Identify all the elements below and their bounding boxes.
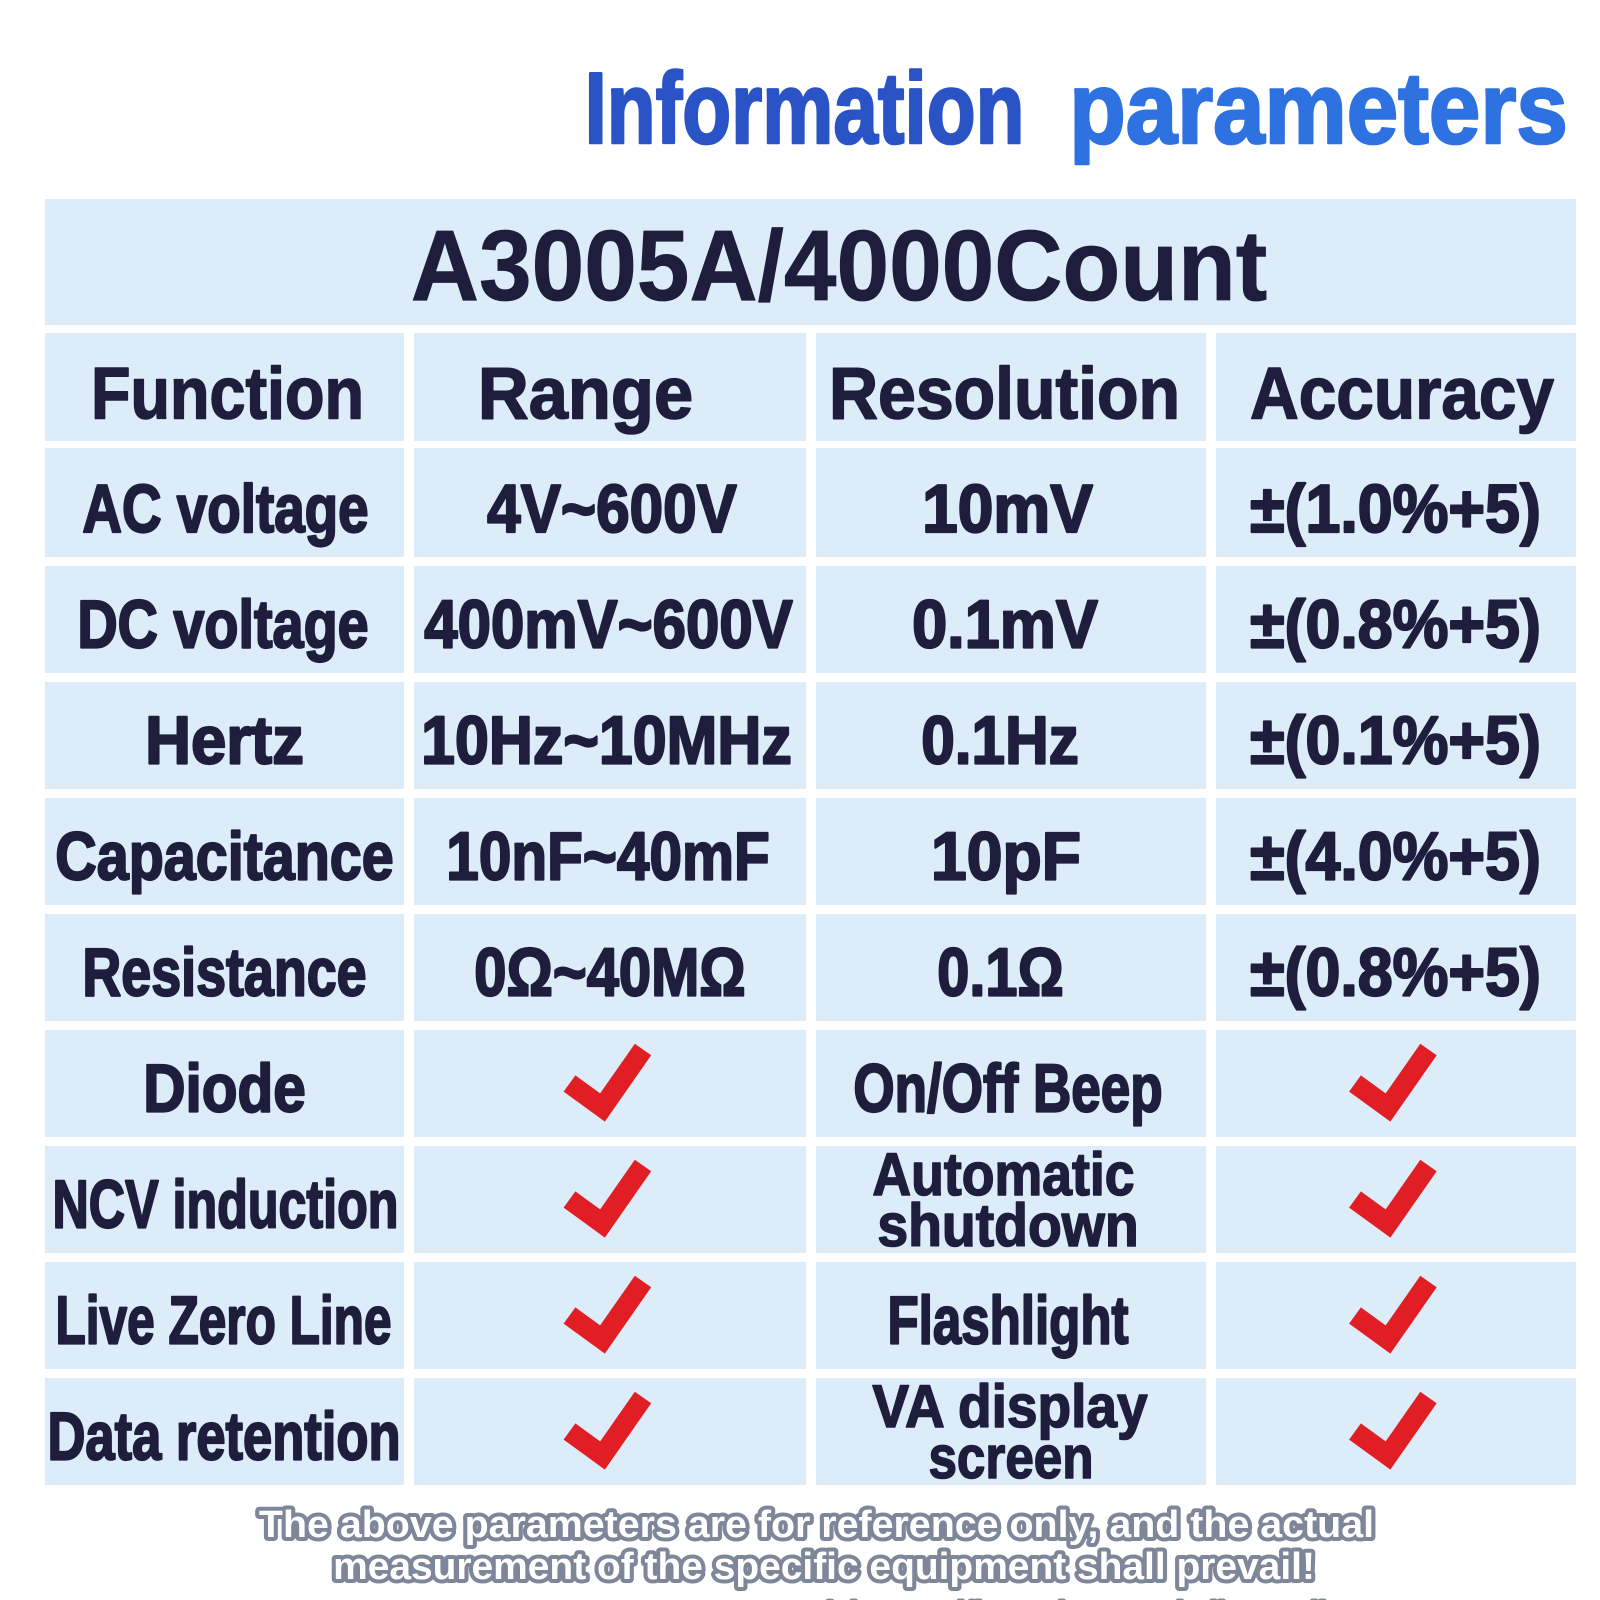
svg-text:A3005A/4000Count: A3005A/4000Count	[411, 210, 1267, 322]
svg-text:Automatic: Automatic	[872, 1141, 1134, 1208]
svg-text:0.1Hz: 0.1Hz	[921, 702, 1079, 778]
svg-text:±(0.8%+5): ±(0.8%+5)	[1250, 586, 1541, 662]
svg-text:0Ω~40MΩ: 0Ω~40MΩ	[474, 935, 745, 1010]
svg-text:Resistance: Resistance	[82, 933, 366, 1010]
svg-text:Flashlight: Flashlight	[887, 1282, 1128, 1358]
svg-text:VA display: VA display	[872, 1374, 1147, 1441]
svg-text:Live Zero Line: Live Zero Line	[55, 1282, 391, 1359]
svg-text:400mV~600V: 400mV~600V	[424, 586, 793, 662]
svg-text:Information: Information	[585, 53, 1025, 165]
svg-text:On/Off Beep: On/Off Beep	[853, 1050, 1162, 1126]
svg-text:0.1mV: 0.1mV	[912, 586, 1098, 662]
svg-text:4V~600V: 4V~600V	[487, 471, 737, 547]
svg-text:±(4.0%+5): ±(4.0%+5)	[1250, 818, 1541, 894]
svg-text:The above parameters are for r: The above parameters are for reference o…	[259, 1504, 1374, 1546]
svg-text:DC voltage: DC voltage	[77, 587, 368, 662]
svg-text:NCV induction: NCV induction	[53, 1166, 399, 1242]
svg-text:Hertz: Hertz	[145, 701, 304, 777]
svg-text:10nF~40mF: 10nF~40mF	[446, 819, 769, 894]
svg-text:0.1Ω: 0.1Ω	[937, 935, 1063, 1010]
svg-text:10Hz~10MHz: 10Hz~10MHz	[421, 702, 792, 778]
svg-text:AC voltage: AC voltage	[82, 471, 368, 547]
svg-text:Function: Function	[91, 353, 364, 435]
svg-text:Accuracy: Accuracy	[1250, 352, 1554, 434]
svg-text:Data retention: Data retention	[47, 1398, 400, 1474]
svg-text:Range: Range	[478, 353, 693, 434]
svg-text:±(1.0%+5): ±(1.0%+5)	[1250, 471, 1541, 547]
svg-text:±(0.1%+5): ±(0.1%+5)	[1250, 702, 1541, 778]
svg-text:10pF: 10pF	[931, 819, 1081, 895]
svg-text:measurement of the specific eq: measurement of the specific equipment sh…	[610, 1595, 1327, 1600]
svg-text:screen: screen	[928, 1424, 1093, 1491]
svg-text:10mV: 10mV	[922, 470, 1093, 546]
svg-text:shutdown: shutdown	[877, 1193, 1138, 1260]
svg-text:Resolution: Resolution	[829, 352, 1180, 434]
svg-text:parameters: parameters	[1069, 51, 1568, 165]
svg-text:Capacitance: Capacitance	[55, 819, 393, 895]
svg-text:measurement of the specific eq: measurement of the specific equipment sh…	[333, 1545, 1315, 1587]
svg-text:±(0.8%+5): ±(0.8%+5)	[1250, 934, 1541, 1010]
svg-text:Diode: Diode	[143, 1051, 306, 1126]
